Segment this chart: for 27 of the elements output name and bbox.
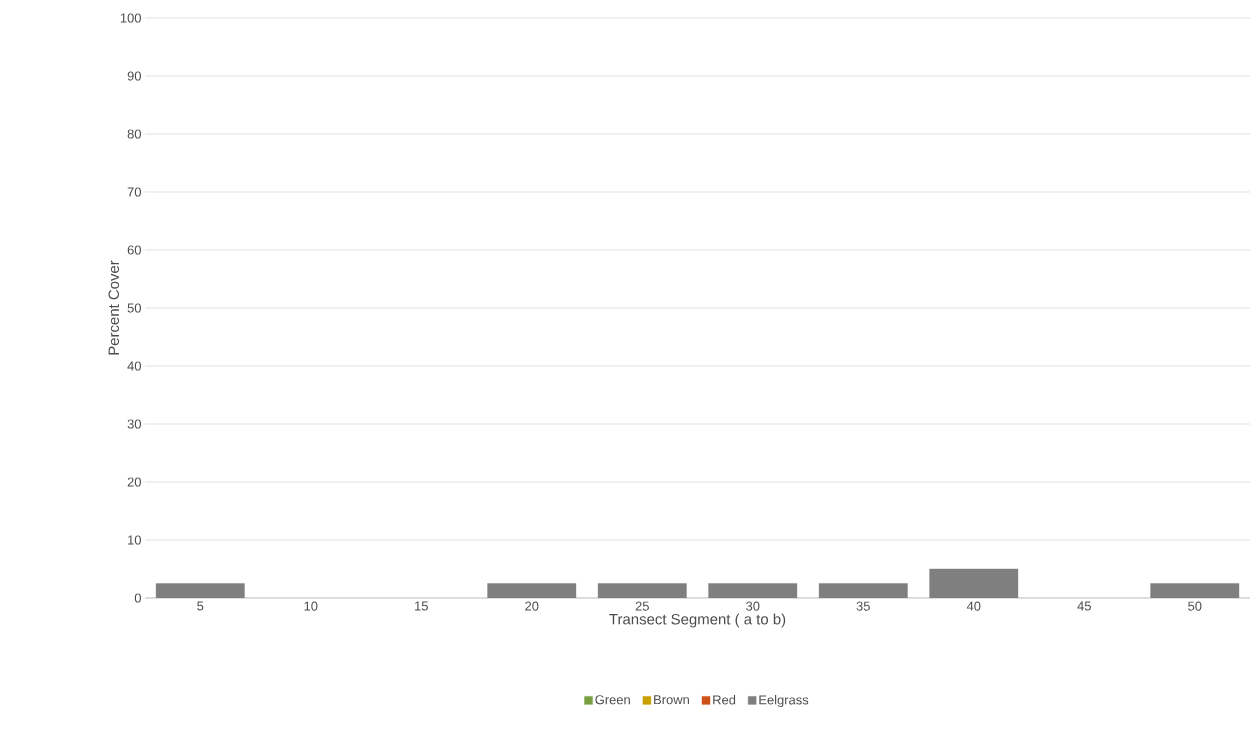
y-tick-label: 10 (128, 535, 141, 545)
y-tick-label: 30 (127, 419, 141, 429)
y-tick-label: 90 (127, 71, 141, 81)
x-tick-label: 15 (415, 601, 428, 611)
y-tick-label: 0 (134, 593, 141, 603)
x-axis-title: Transect Segment ( a to b) (609, 613, 786, 628)
x-tick-label: 35 (856, 601, 870, 611)
x-tick-label: 50 (1188, 601, 1202, 611)
y-tick-label: 100 (120, 13, 141, 23)
x-tick-label: 5 (197, 601, 204, 611)
y-tick-label: 50 (127, 303, 141, 313)
x-tick-label: 30 (746, 601, 760, 611)
y-tick-label: 40 (127, 361, 141, 371)
y-axis-title: Percent Cover (108, 260, 120, 355)
legend-label: Green (595, 695, 630, 705)
x-tick-label: 25 (635, 601, 649, 611)
y-tick-label: 80 (127, 129, 141, 139)
y-tick-label: 70 (127, 187, 141, 197)
y-tick-label: 60 (127, 245, 141, 255)
y-tick-label: 20 (127, 477, 141, 487)
x-tick-label: 45 (1077, 601, 1091, 611)
x-tick-label: 40 (966, 601, 981, 611)
x-tick-label: 10 (304, 601, 318, 611)
legend-label: Eelgrass (759, 694, 809, 708)
legend-label: Brown (654, 695, 689, 705)
legend-label: Red (713, 694, 736, 705)
x-tick-label: 20 (525, 601, 539, 611)
